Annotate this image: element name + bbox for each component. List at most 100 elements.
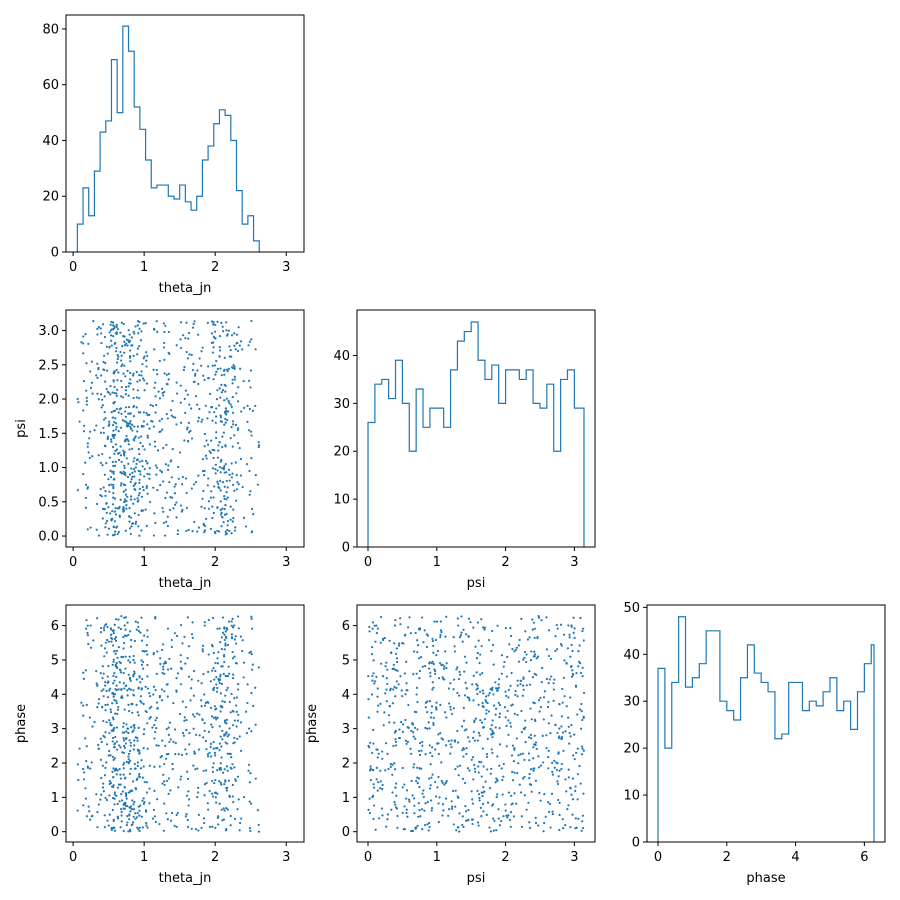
scatter-point [106,703,109,706]
scatter-point [86,631,89,635]
scatter-point [490,649,493,653]
scatter-point [146,826,149,829]
scatter-point [136,739,139,742]
scatter-point [160,699,164,702]
scatter-point [464,819,468,822]
scatter-point [132,689,135,692]
scatter-point [181,731,185,735]
scatter-point [444,635,447,638]
scatter-point [103,774,107,777]
scatter-point [82,380,86,383]
scatter-point [205,457,208,460]
scatter-point [86,445,89,448]
scatter-point [410,779,413,783]
scatter-point [421,616,424,619]
scatter-point [146,423,149,426]
scatter-point [219,367,222,370]
scatter-point [165,373,168,376]
scatter-point [428,777,431,780]
scatter-point [157,390,160,393]
scatter-point [132,405,136,408]
scatter-point [525,808,528,811]
scatter-point [180,667,183,671]
scatter-point [143,355,146,358]
scatter-point [90,761,93,764]
scatter-point [221,507,224,510]
scatter-point [225,329,228,332]
scatter-point [184,815,187,818]
scatter-point [116,708,120,711]
scatter-point [235,696,239,699]
scatter-point [127,462,130,465]
scatter-point [99,758,103,761]
scatter-point [120,395,123,398]
scatter-point [539,696,542,699]
scatter-point [99,737,102,740]
scatter-point [404,693,407,696]
scatter-point [487,710,491,713]
y-tick-label: 40 [623,648,640,663]
scatter-point [491,817,495,820]
scatter-point [216,367,219,371]
scatter-point [248,407,251,411]
scatter-point [379,769,382,772]
scatter-point [102,360,105,364]
scatter-point [529,659,533,662]
scatter-point [128,333,131,336]
scatter-point [152,368,155,371]
scatter-point [123,761,126,765]
scatter-point [129,767,132,771]
scatter-point [132,659,135,662]
scatter-point [143,379,146,382]
scatter-point [138,481,141,484]
scatter-point [204,454,208,457]
scatter-point [491,719,494,722]
scatter-point [141,465,144,468]
scatter-point [220,374,223,377]
scatter-point [431,746,434,749]
scatter-point [91,725,94,728]
scatter-point [524,630,527,633]
scatter-point [107,424,110,427]
scatter-point [175,344,178,347]
scatter-point [574,785,577,788]
scatter-point [472,674,475,678]
scatter-point [225,636,228,640]
scatter-point [572,616,575,619]
scatter-point [212,716,216,719]
scatter-point [556,731,559,735]
scatter-point [376,687,379,690]
scatter-point [106,533,109,536]
scatter-point [559,623,563,626]
scatter-point [126,694,129,697]
scatter-point [471,756,475,759]
scatter-point [228,794,231,797]
scatter-point [133,661,136,664]
scatter-point [236,737,239,740]
scatter-point [532,746,535,749]
scatter-point [127,758,130,761]
axes-frame [646,604,886,843]
scatter-point [102,426,105,430]
scatter-point [110,519,113,522]
scatter-point [444,797,448,800]
y-tick-label: 0 [51,246,59,261]
scatter-point [206,670,210,673]
scatter-point [573,758,576,761]
scatter-point [234,348,237,351]
scatter-point [464,633,468,636]
scatter-point [221,516,224,519]
scatter-point [173,824,176,827]
scatter-point [405,808,408,811]
scatter-point [187,331,191,335]
scatter-point [179,338,182,341]
scatter-point [529,707,532,710]
scatter-point [498,703,501,707]
scatter-point [214,754,217,757]
scatter-point [127,405,131,409]
scatter-point [186,393,189,396]
scatter-point [192,362,195,365]
scatter-point [450,800,453,803]
scatter-point [563,659,566,662]
